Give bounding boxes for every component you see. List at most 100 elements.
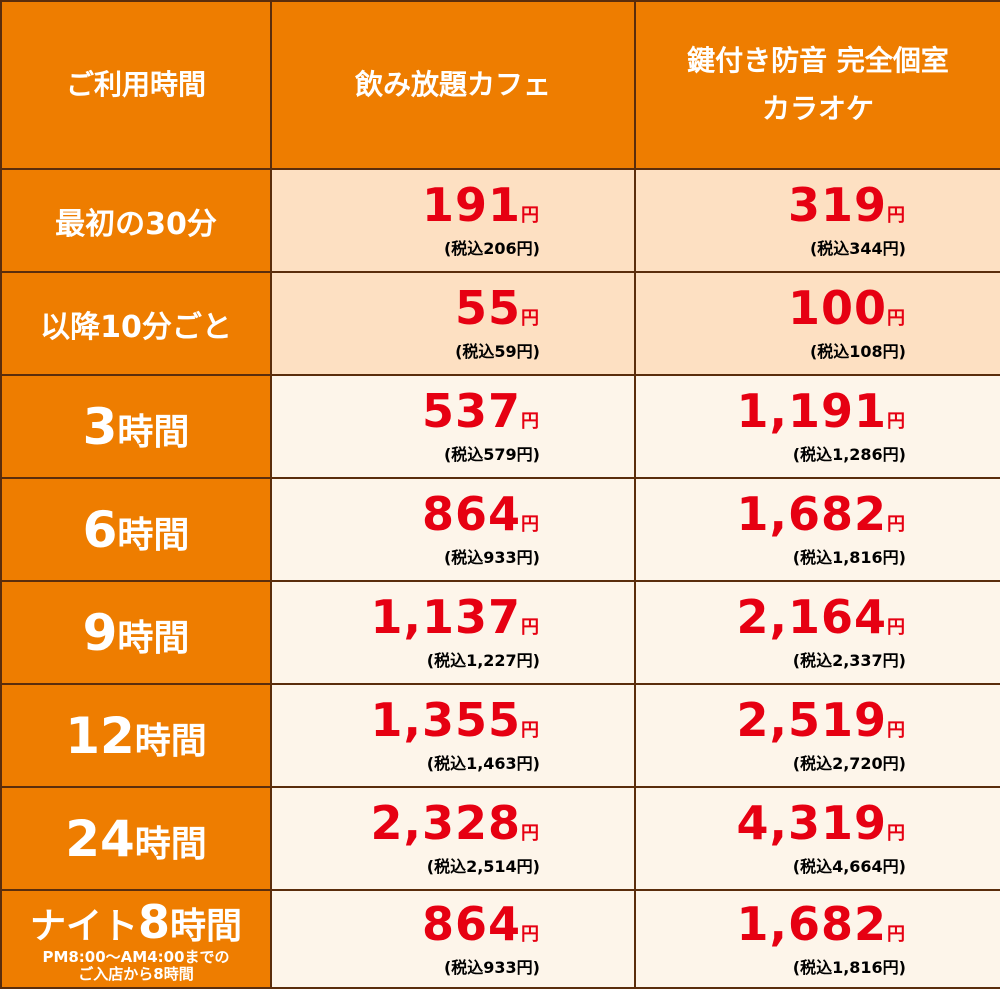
cafe-price-cell: 537円 (税込579円) [270, 374, 636, 479]
karaoke-price: 1,682 [736, 487, 887, 541]
hours-unit: 時間 [117, 514, 190, 556]
hours-number: 9 [82, 603, 118, 662]
row-label: 9時間 [0, 580, 272, 685]
cafe-tax: (税込1,463円) [426, 754, 540, 773]
yen-unit: 円 [887, 923, 906, 945]
table-row: 3時間 537円 (税込579円) 1,191円 (税込1,286円) [0, 374, 1000, 479]
cafe-price-cell: 55円 (税込59円) [270, 271, 636, 376]
header-cafe: 飲み放題カフェ [270, 0, 636, 170]
karaoke-price-cell: 1,682円 (税込1,816円) [634, 889, 1000, 989]
night-note-line1: PM8:00～AM4:00までの [42, 948, 230, 966]
table-row: 12時間 1,355円 (税込1,463円) 2,519円 (税込2,720円) [0, 683, 1000, 788]
row-label: 以降10分ごと [0, 271, 272, 376]
karaoke-price: 1,682 [736, 896, 887, 951]
cafe-tax: (税込933円) [443, 957, 540, 977]
cafe-price: 1,137 [370, 590, 521, 644]
karaoke-price: 2,519 [736, 693, 887, 747]
hours-number: 6 [82, 500, 118, 559]
karaoke-price-cell: 2,164円 (税込2,337円) [634, 580, 1000, 685]
karaoke-price-cell: 4,319円 (税込4,664円) [634, 786, 1000, 891]
cafe-price: 864 [421, 487, 521, 541]
header-karaoke: 鍵付き防音 完全個室 カラオケ [634, 0, 1000, 170]
cafe-tax: (税込59円) [455, 342, 540, 361]
karaoke-price: 2,164 [736, 590, 887, 644]
yen-unit: 円 [887, 308, 906, 329]
table-row: 以降10分ごと 55円 (税込59円) 100円 (税込108円) [0, 271, 1000, 376]
karaoke-tax: (税込4,664円) [792, 857, 906, 876]
yen-unit: 円 [887, 720, 906, 741]
yen-unit: 円 [887, 823, 906, 844]
karaoke-price-cell: 100円 (税込108円) [634, 271, 1000, 376]
row-label: 6時間 [0, 477, 272, 582]
table-row: 6時間 864円 (税込933円) 1,682円 (税込1,816円) [0, 477, 1000, 582]
cafe-price-cell: 864円 (税込933円) [270, 477, 636, 582]
cafe-tax: (税込2,514円) [426, 857, 540, 876]
header-time: ご利用時間 [0, 0, 272, 170]
cafe-price: 55 [454, 281, 521, 335]
table-row: 9時間 1,137円 (税込1,227円) 2,164円 (税込2,337円) [0, 580, 1000, 685]
night-note-line2: ご入店から8時間 [78, 965, 194, 983]
karaoke-price-cell: 2,519円 (税込2,720円) [634, 683, 1000, 788]
hours-unit: 時間 [117, 411, 190, 453]
cafe-price-cell: 1,137円 (税込1,227円) [270, 580, 636, 685]
cafe-price-cell: 1,355円 (税込1,463円) [270, 683, 636, 788]
karaoke-price-cell: 319円 (税込344円) [634, 168, 1000, 273]
cafe-price: 864 [421, 896, 521, 951]
karaoke-tax: (税込1,286円) [792, 445, 906, 464]
hours-number: 12 [65, 706, 135, 765]
karaoke-tax: (税込1,816円) [792, 957, 906, 977]
hours-number: 8 [137, 895, 170, 949]
table-row: 最初の30分 191円 (税込206円) 319円 (税込344円) [0, 168, 1000, 273]
cafe-price: 2,328 [370, 796, 521, 850]
cafe-tax: (税込206円) [443, 239, 540, 258]
yen-unit: 円 [887, 411, 906, 432]
hours-unit: 時間 [134, 720, 207, 762]
karaoke-price: 319 [787, 178, 887, 232]
cafe-tax: (税込933円) [443, 548, 540, 567]
cafe-tax: (税込579円) [443, 445, 540, 464]
karaoke-price: 1,191 [736, 384, 887, 438]
row-label: 最初の30分 [0, 168, 272, 273]
yen-unit: 円 [887, 617, 906, 638]
yen-unit: 円 [521, 923, 540, 945]
hours-unit: 時間 [134, 823, 207, 865]
row-label: ナイト8時間 PM8:00～AM4:00までの ご入店から8時間 [0, 889, 272, 989]
karaoke-price: 100 [787, 281, 887, 335]
night-prefix: ナイト [29, 906, 138, 947]
yen-unit: 円 [521, 823, 540, 844]
header-karaoke-line1: 鍵付き防音 完全個室 [687, 44, 949, 78]
cafe-price-cell: 864円 (税込933円) [270, 889, 636, 989]
cafe-price-cell: 2,328円 (税込2,514円) [270, 786, 636, 891]
karaoke-tax: (税込2,720円) [792, 754, 906, 773]
karaoke-price-cell: 1,682円 (税込1,816円) [634, 477, 1000, 582]
hours-unit: 時間 [117, 617, 190, 659]
yen-unit: 円 [521, 411, 540, 432]
karaoke-tax: (税込2,337円) [792, 651, 906, 670]
row-label: 24時間 [0, 786, 272, 891]
karaoke-price: 4,319 [736, 796, 887, 850]
hours-number: 3 [82, 397, 118, 456]
header-karaoke-line2: カラオケ [761, 92, 874, 125]
row-label: 12時間 [0, 683, 272, 788]
cafe-price-cell: 191円 (税込206円) [270, 168, 636, 273]
yen-unit: 円 [521, 308, 540, 329]
hours-unit: 時間 [170, 906, 243, 947]
table-row: ナイト8時間 PM8:00～AM4:00までの ご入店から8時間 864円 (税… [0, 889, 1000, 989]
karaoke-price-cell: 1,191円 (税込1,286円) [634, 374, 1000, 479]
yen-unit: 円 [521, 617, 540, 638]
table-header: ご利用時間 飲み放題カフェ 鍵付き防音 完全個室 カラオケ [0, 0, 1000, 170]
table-row: 24時間 2,328円 (税込2,514円) 4,319円 (税込4,664円) [0, 786, 1000, 891]
karaoke-tax: (税込344円) [809, 239, 906, 258]
yen-unit: 円 [887, 514, 906, 535]
hours-number: 24 [65, 809, 135, 868]
cafe-price: 1,355 [370, 693, 521, 747]
yen-unit: 円 [521, 205, 540, 226]
cafe-price: 191 [421, 178, 521, 232]
yen-unit: 円 [887, 205, 906, 226]
cafe-price: 537 [421, 384, 521, 438]
yen-unit: 円 [521, 720, 540, 741]
yen-unit: 円 [521, 514, 540, 535]
row-label: 3時間 [0, 374, 272, 479]
cafe-tax: (税込1,227円) [426, 651, 540, 670]
